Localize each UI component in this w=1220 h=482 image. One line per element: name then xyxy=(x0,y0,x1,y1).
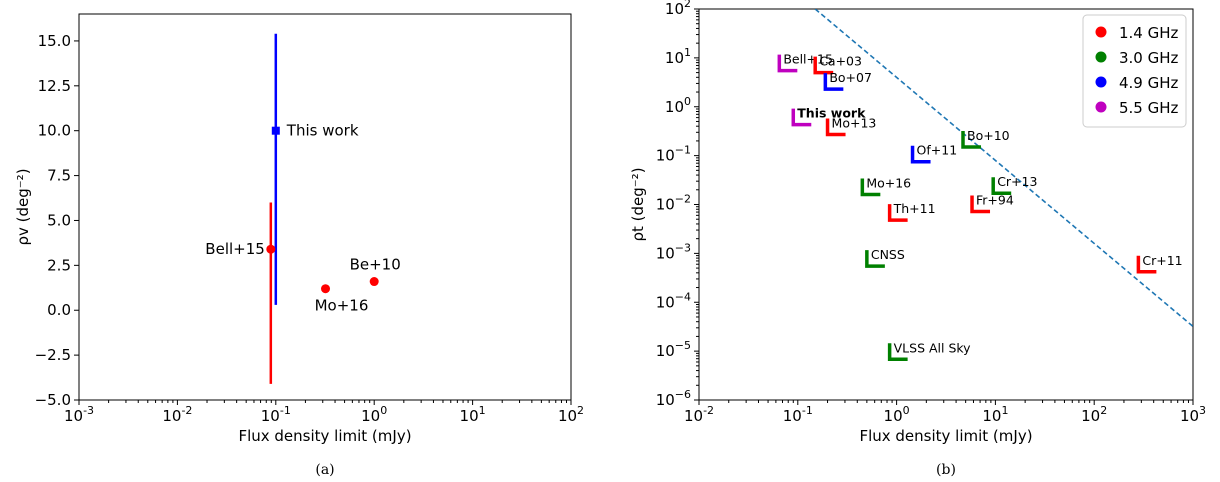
y-tick-label-b: 10−1 xyxy=(656,144,691,165)
limit-marker-label: Ca+03 xyxy=(819,54,862,69)
y-tick-label-a: 5.0 xyxy=(47,211,71,229)
data-point xyxy=(266,244,276,254)
legend-label: 5.5 GHz xyxy=(1119,99,1179,117)
caption-a: (a) xyxy=(315,462,334,478)
limit-marker-label: Th+11 xyxy=(893,201,936,216)
y-tick-label-a: 15.0 xyxy=(38,32,71,50)
point-label: This work xyxy=(286,122,359,140)
y-tick-label-a: 2.5 xyxy=(47,256,71,274)
limit-marker-label: Bo+10 xyxy=(967,128,1010,143)
limit-marker xyxy=(791,108,812,127)
limit-marker xyxy=(910,145,931,164)
point-label: Mo+16 xyxy=(315,297,369,315)
y-tick-label-b: 102 xyxy=(665,0,691,18)
limit-marker-label: VLSS All Sky xyxy=(894,340,972,355)
data-point xyxy=(369,277,379,287)
limit-marker xyxy=(961,131,982,149)
y-tick-label-b: 10−3 xyxy=(656,241,691,262)
x-tick-label-a: 10-1 xyxy=(261,404,291,425)
x-tick-label-a: 101 xyxy=(460,404,486,425)
y-tick-label-a: 7.5 xyxy=(47,167,71,185)
x-tick-label-b: 10-1 xyxy=(783,404,813,425)
x-axis-label-b: Flux density limit (mJy) xyxy=(859,427,1032,445)
point-label: Bell+15 xyxy=(205,240,265,258)
x-tick-label-b: 102 xyxy=(1081,404,1107,425)
caption-b: (b) xyxy=(936,462,956,478)
plot-frame-a xyxy=(78,13,572,401)
x-tick-label-b: 10-2 xyxy=(684,404,714,425)
x-tick-label-b: 100 xyxy=(884,404,910,425)
x-tick-label-b: 103 xyxy=(1180,404,1206,425)
y-tick-label-b: 10−5 xyxy=(656,339,691,360)
point-label: Be+10 xyxy=(350,256,401,274)
legend-marker xyxy=(1095,51,1107,63)
chart-b: 10-2 10-1 100 101 102 103 10−6 10−5 10−4 10−3 10−2… xyxy=(629,0,1206,478)
limit-marker-label: CNSS xyxy=(871,247,905,262)
y-tick-label-a: 0.0 xyxy=(47,301,71,319)
legend-label: 3.0 GHz xyxy=(1119,49,1179,67)
data-point xyxy=(271,126,280,135)
y-tick-label-a: −2.5 xyxy=(35,346,71,364)
y-tick-label-b: 100 xyxy=(665,95,691,116)
limit-marker-label: This work xyxy=(797,106,866,121)
limit-marker-label: Fr+94 xyxy=(976,192,1014,207)
limit-marker xyxy=(823,73,844,91)
reference-line xyxy=(814,9,1193,328)
limit-marker xyxy=(970,195,991,214)
limit-marker xyxy=(813,56,834,75)
y-axis-label-b: ρt (deg⁻²) xyxy=(629,167,647,241)
y-axis-label-a: ρv (deg⁻²) xyxy=(14,168,32,245)
y-tick-label-a: −5.0 xyxy=(35,391,71,409)
limit-marker xyxy=(865,250,885,268)
legend-label: 4.9 GHz xyxy=(1119,74,1179,92)
y-tick-label-b: 10−6 xyxy=(656,388,691,409)
x-tick-label-a: 10-3 xyxy=(64,404,94,425)
legend-marker xyxy=(1095,76,1107,88)
limit-marker-label: Mo+16 xyxy=(866,176,911,191)
y-tick-label-b: 10−4 xyxy=(656,290,691,311)
y-tick-label-a: 12.5 xyxy=(38,77,71,95)
y-tick-label-a: 10.0 xyxy=(38,122,71,140)
legend: 1.4 GHz 3.0 GHz 4.9 GHz 5.5 GHz xyxy=(1082,14,1187,128)
limit-marker-label: Bell+15 xyxy=(783,52,833,67)
x-tick-label-a: 100 xyxy=(361,404,387,425)
limit-marker xyxy=(991,177,1012,195)
x-tick-label-a: 10-2 xyxy=(162,404,192,425)
limit-marker-label: Mo+13 xyxy=(832,116,877,131)
x-tick-label-a: 102 xyxy=(558,404,584,425)
x-axis-label-a: Flux density limit (mJy) xyxy=(238,427,411,445)
limit-marker xyxy=(860,178,881,197)
limit-marker-label: Cr+13 xyxy=(997,174,1037,189)
limit-marker-label: Of+11 xyxy=(917,143,958,158)
limit-marker xyxy=(887,343,908,362)
limit-marker xyxy=(825,118,846,137)
legend-marker xyxy=(1095,101,1107,113)
limit-marker xyxy=(887,204,908,222)
legend-label: 1.4 GHz xyxy=(1119,24,1179,42)
y-tick-label-b: 10−2 xyxy=(656,193,691,214)
y-tick-label-b: 101 xyxy=(665,46,691,67)
limit-marker xyxy=(777,54,798,73)
limit-marker xyxy=(1136,255,1157,274)
x-tick-label-b: 101 xyxy=(982,404,1008,425)
limit-marker-label: Cr+11 xyxy=(1142,253,1182,268)
chart-a: 10-3 10-2 10-1 100 101 102 −5.0 −2.5 0.0 2.5 5.0 7.… xyxy=(14,13,584,478)
data-point xyxy=(321,284,331,294)
limit-marker-label: Bo+07 xyxy=(829,70,872,85)
legend-box xyxy=(1082,14,1187,128)
legend-marker xyxy=(1095,26,1107,38)
